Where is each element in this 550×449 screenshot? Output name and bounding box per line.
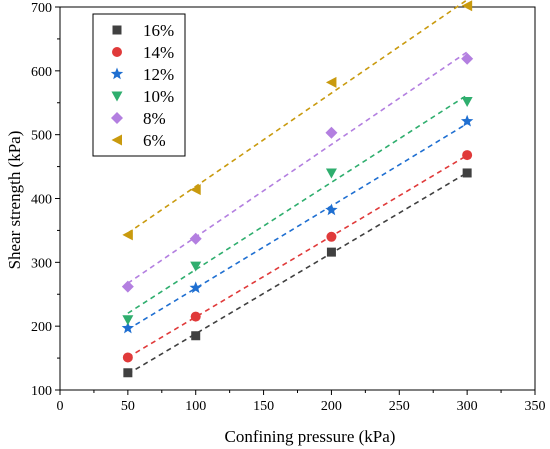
x-tick-label: 150 [253,399,274,414]
legend-marker [111,112,123,124]
data-point [190,184,201,196]
x-tick-label: 0 [57,399,64,414]
data-point [190,311,201,322]
data-point [462,168,472,178]
legend-label: 12% [143,65,174,84]
y-axis-title: Shear strength (kPa) [5,131,24,270]
data-point [462,150,473,161]
data-point [326,231,337,242]
data-point [325,76,337,88]
data-point [189,232,202,245]
data-markers [121,0,474,378]
data-point [461,52,474,65]
fit-line [127,122,468,331]
data-point [461,0,473,12]
x-tick-label: 250 [389,399,410,414]
x-tick-label: 300 [457,399,478,414]
data-point [123,368,133,378]
legend-label: 14% [143,43,174,62]
legend-marker [111,134,122,146]
y-tick-label: 500 [31,129,52,144]
data-point [325,203,338,216]
fit-line [127,154,468,359]
legend-label: 16% [143,21,174,40]
x-tick-label: 200 [321,399,342,414]
legend-label: 6% [143,131,166,150]
data-point [122,315,134,326]
x-tick-label: 350 [525,399,546,414]
data-point [191,331,201,341]
fit-line [127,94,468,314]
data-point [326,247,336,257]
data-point [122,229,133,241]
data-point [460,114,474,127]
fit-lines [127,0,468,375]
data-point [461,96,473,107]
data-point [121,321,135,334]
data-point [121,280,134,293]
data-point [189,281,202,294]
x-tick-label: 100 [185,399,206,414]
legend-box [92,13,186,157]
x-tick-label: 50 [121,399,135,414]
data-point [325,126,338,139]
legend-marker [112,47,122,57]
legend-label: 8% [143,109,166,128]
fit-line [127,0,468,234]
y-tick-label: 700 [31,1,52,16]
y-tick-label: 300 [31,256,52,271]
x-axis-title: Confining pressure (kPa) [225,427,396,446]
legend: 16% 14% 12% 10% 8% 6% [92,13,186,157]
legend-marker [111,91,123,102]
data-point [325,168,337,179]
legend-marker [110,67,124,80]
data-point [122,352,133,363]
legend-label: 10% [143,87,174,106]
fit-line [127,51,468,284]
y-tick-label: 200 [31,320,52,335]
y-tick-label: 600 [31,65,52,80]
y-tick-label: 400 [31,193,52,208]
data-point [190,261,202,272]
y-tick-label: 100 [31,384,52,399]
fit-line [127,172,468,375]
axes: 0 50 100 150 200 250 300 350 100 200 300 400 500 600 7… [31,1,546,414]
legend-marker [112,25,122,35]
